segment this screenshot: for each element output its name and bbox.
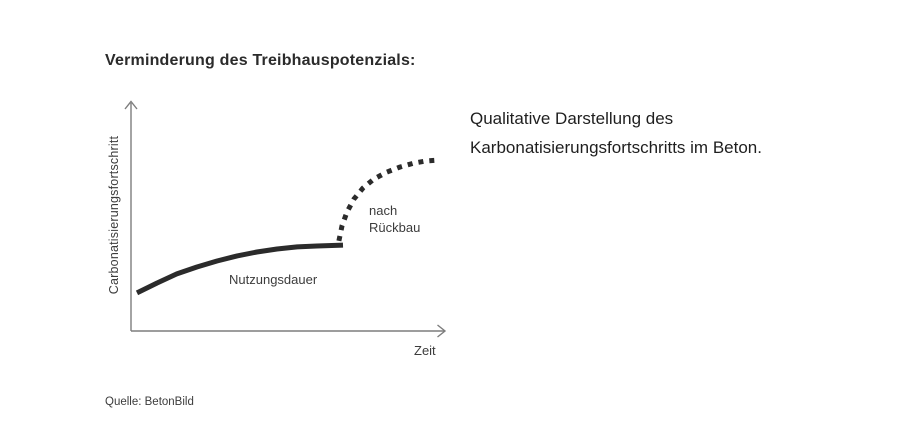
x-axis-arrow-icon xyxy=(437,324,447,338)
chart-svg xyxy=(124,100,447,338)
y-axis-arrow-icon xyxy=(124,100,138,110)
series-dotted-curve xyxy=(336,157,439,242)
figure-title: Verminderung des Treibhauspotenzials: xyxy=(105,52,416,69)
source-credit: Quelle: BetonBild xyxy=(105,396,194,408)
figure-caption-line1: Qualitative Darstellung des xyxy=(470,109,674,128)
chart-series-group xyxy=(135,157,439,296)
figure-caption-line2: Karbonatisierungsfortschritts im Beton. xyxy=(470,138,762,157)
x-axis-label: Zeit xyxy=(414,343,436,358)
annotation-nutzungsdauer: Nutzungsdauer xyxy=(229,272,318,287)
y-axis-label: Carbonatisierungsfortschritt xyxy=(107,135,121,295)
annotation-nach-rueckbau-line1: nach xyxy=(369,203,398,218)
line-chart: Carbonatisierungsfortschritt Zeit Nutzun… xyxy=(100,90,460,380)
annotation-nach-rueckbau: nach Rückbau xyxy=(369,202,420,236)
figure-caption: Qualitative Darstellung des Karbonatisie… xyxy=(470,104,762,162)
annotation-nach-rueckbau-line2: Rückbau xyxy=(369,220,421,235)
series-solid-curve xyxy=(135,242,344,296)
